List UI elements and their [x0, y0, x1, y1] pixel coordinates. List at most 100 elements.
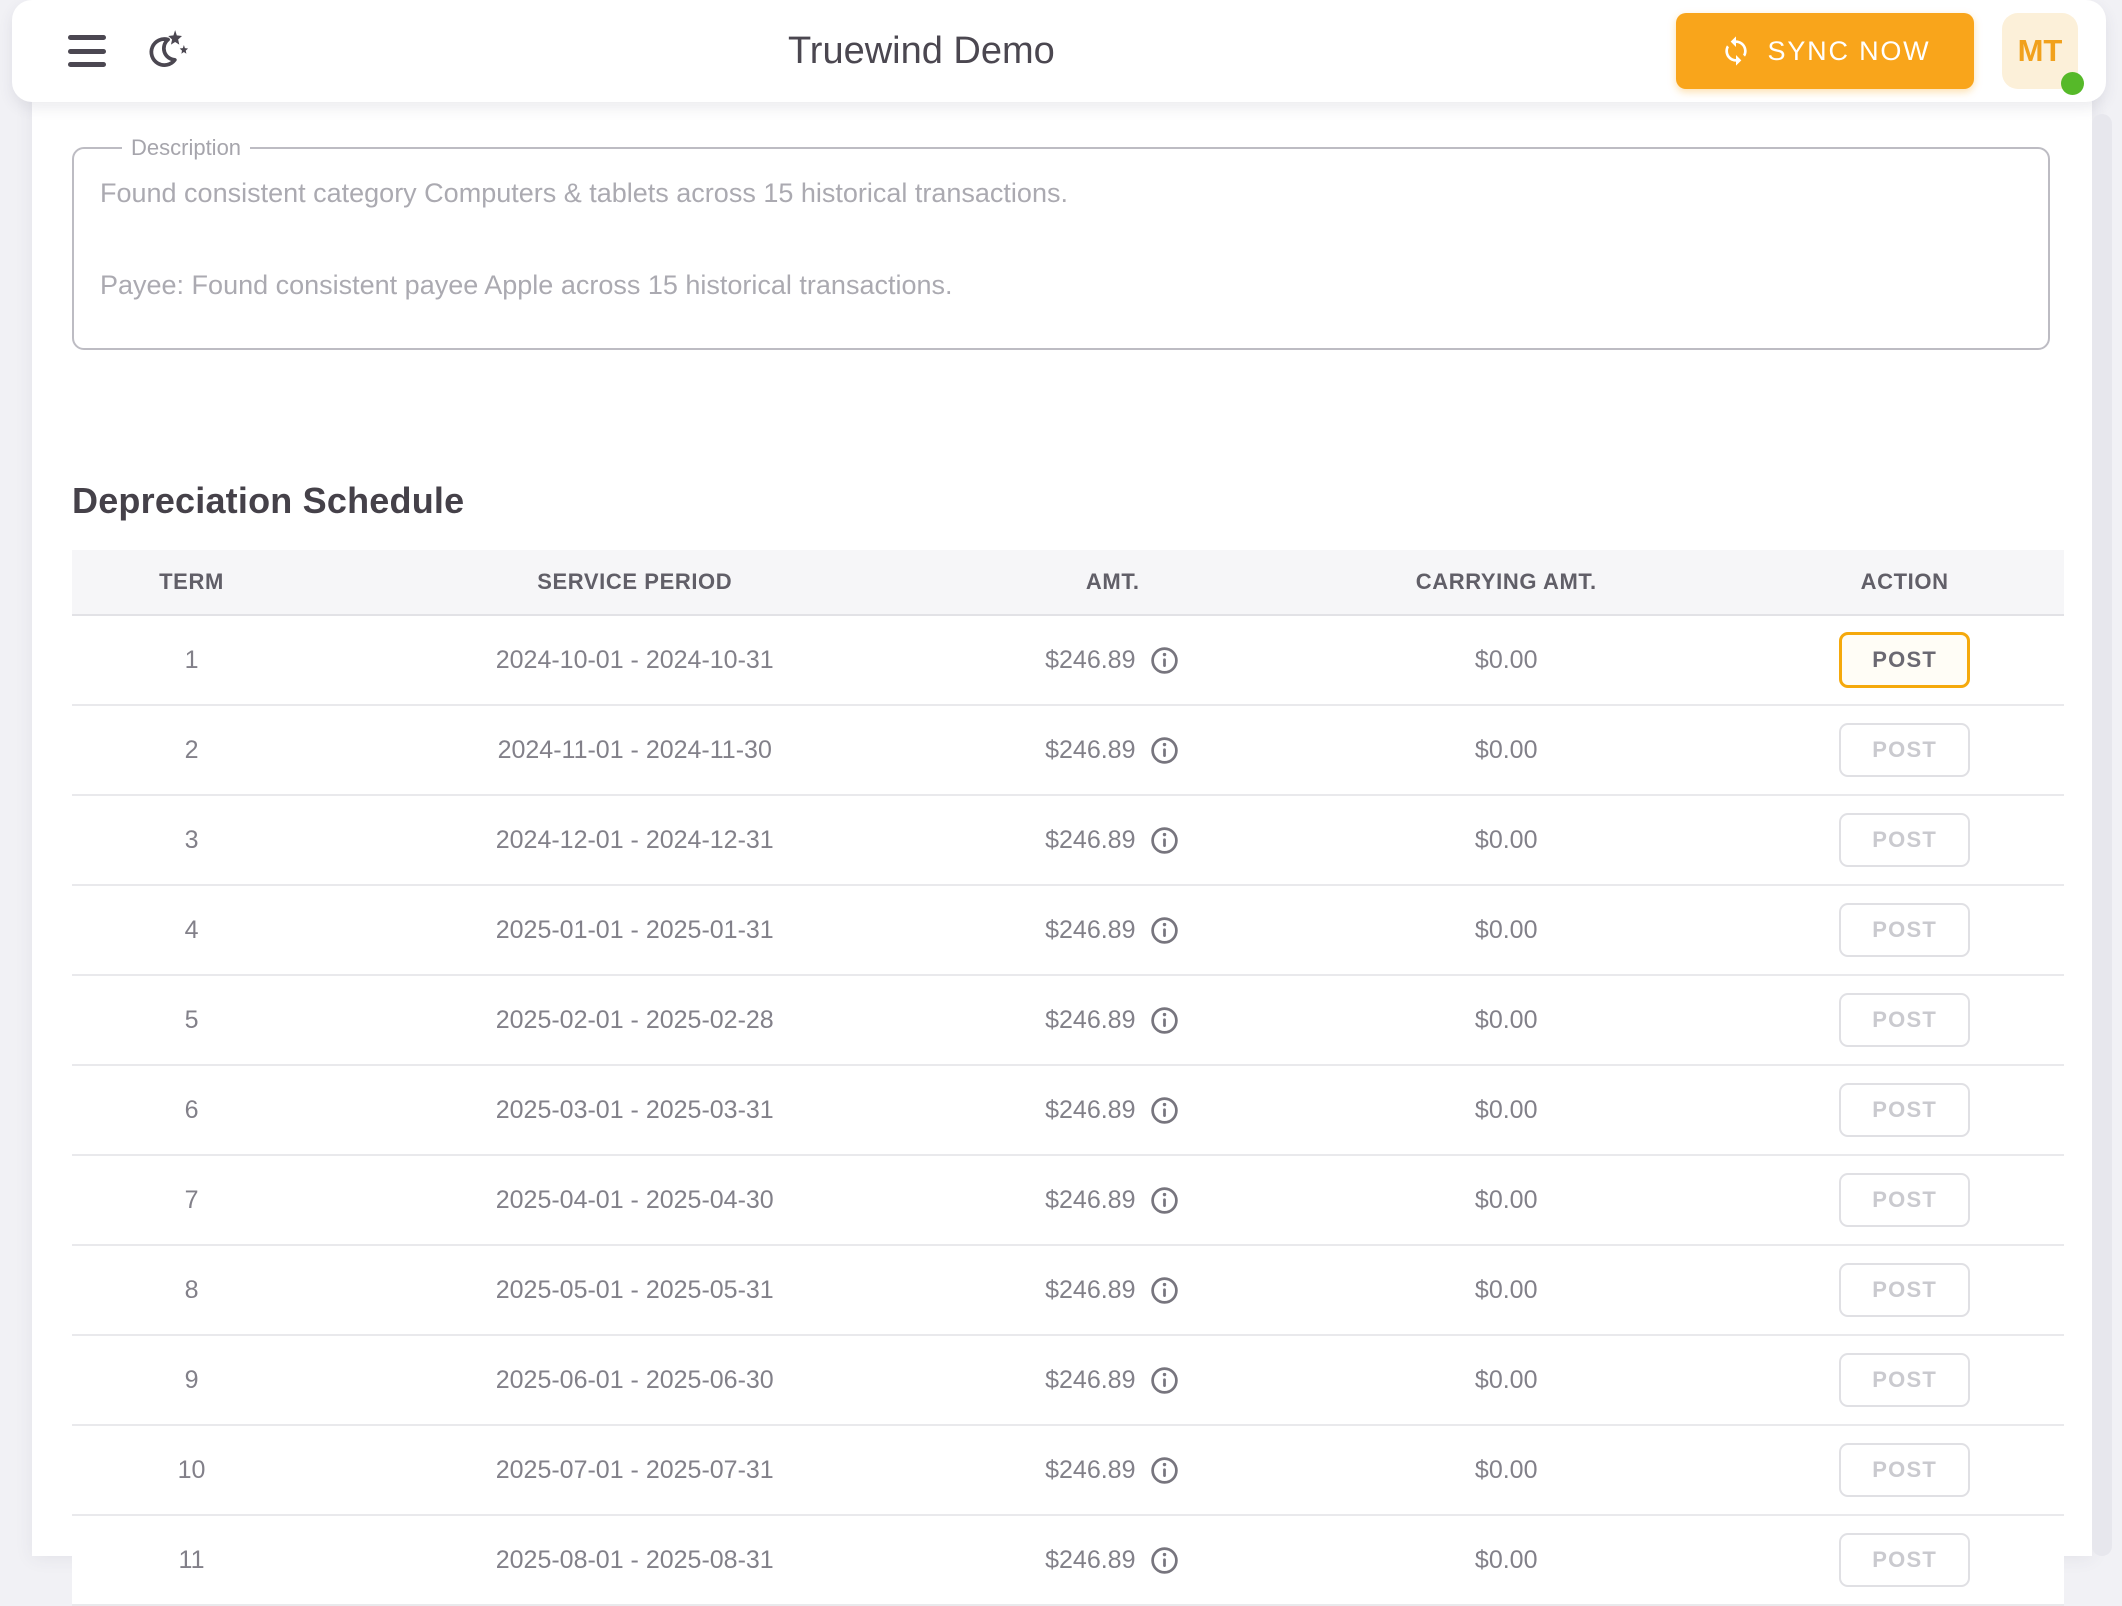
- term-cell: 4: [72, 885, 312, 976]
- amount-value: $246.89: [1045, 1275, 1136, 1304]
- post-button[interactable]: POST: [1839, 1533, 1971, 1587]
- column-header-carrying-amount: CARRYING AMT.: [1267, 550, 1746, 616]
- info-circle-icon[interactable]: [1149, 1095, 1180, 1126]
- table-row: 8 2025-05-01 - 2025-05-31 $246.89 $0.00 …: [72, 1245, 2064, 1336]
- post-button[interactable]: POST: [1839, 1443, 1971, 1497]
- table-row: 11 2025-08-01 - 2025-08-31 $246.89 $0.00…: [72, 1515, 2064, 1606]
- action-cell: POST: [1745, 615, 2064, 706]
- page-title: Truewind Demo: [788, 29, 1055, 72]
- main-content-card: Description Found consistent category Co…: [32, 84, 2092, 1606]
- description-field[interactable]: Description Found consistent category Co…: [72, 135, 2050, 350]
- carrying-amount-cell: $0.00: [1267, 1515, 1746, 1606]
- term-cell: 8: [72, 1245, 312, 1336]
- online-status-dot: [2061, 72, 2084, 95]
- hamburger-menu-icon[interactable]: [68, 35, 106, 67]
- info-circle-icon[interactable]: [1149, 1365, 1180, 1396]
- service-period-cell: 2024-11-01 - 2024-11-30: [311, 705, 959, 796]
- term-cell: 10: [72, 1425, 312, 1516]
- action-cell: POST: [1745, 1065, 2064, 1156]
- table-row: 4 2025-01-01 - 2025-01-31 $246.89 $0.00 …: [72, 885, 2064, 976]
- sync-arrows-icon: [1724, 36, 1747, 66]
- post-button[interactable]: POST: [1839, 993, 1971, 1047]
- action-cell: POST: [1745, 1515, 2064, 1606]
- table-row: 2 2024-11-01 - 2024-11-30 $246.89 $0.00 …: [72, 705, 2064, 796]
- amount-cell: $246.89: [958, 1335, 1268, 1426]
- depreciation-schedule-title: Depreciation Schedule: [72, 480, 465, 521]
- sync-now-button[interactable]: SYNC NOW: [1676, 13, 1974, 89]
- avatar[interactable]: MT: [2002, 13, 2084, 95]
- term-cell: 2: [72, 705, 312, 796]
- service-period-cell: 2025-07-01 - 2025-07-31: [311, 1425, 959, 1516]
- table-row: 9 2025-06-01 - 2025-06-30 $246.89 $0.00 …: [72, 1335, 2064, 1426]
- post-button[interactable]: POST: [1839, 903, 1971, 957]
- post-button[interactable]: POST: [1839, 1083, 1971, 1137]
- vertical-scrollbar[interactable]: [2092, 114, 2112, 1556]
- amount-value: $246.89: [1045, 825, 1136, 854]
- term-cell: 11: [72, 1515, 312, 1606]
- amount-value: $246.89: [1045, 1545, 1136, 1574]
- post-button[interactable]: POST: [1839, 632, 1971, 688]
- amount-cell: $246.89: [958, 1065, 1268, 1156]
- info-circle-icon[interactable]: [1149, 735, 1180, 766]
- carrying-amount-cell: $0.00: [1267, 975, 1746, 1066]
- info-circle-icon[interactable]: [1149, 825, 1180, 856]
- carrying-amount-cell: $0.00: [1267, 885, 1746, 976]
- info-circle-icon[interactable]: [1149, 1275, 1180, 1306]
- amount-cell: $246.89: [958, 1245, 1268, 1336]
- info-circle-icon[interactable]: [1149, 1185, 1180, 1216]
- carrying-amount-cell: $0.00: [1267, 795, 1746, 886]
- description-line-1: Found consistent category Computers & ta…: [100, 178, 1068, 208]
- amount-cell: $246.89: [958, 1425, 1268, 1516]
- term-cell: 1: [72, 615, 312, 706]
- service-period-cell: 2025-01-01 - 2025-01-31: [311, 885, 959, 976]
- amount-cell: $246.89: [958, 885, 1268, 976]
- table-row: 10 2025-07-01 - 2025-07-31 $246.89 $0.00…: [72, 1425, 2064, 1516]
- header-actions: SYNC NOW MT: [1676, 0, 2084, 102]
- column-header-term: TERM: [72, 550, 312, 616]
- term-cell: 3: [72, 795, 312, 886]
- action-cell: POST: [1745, 885, 2064, 976]
- action-cell: POST: [1745, 1425, 2064, 1516]
- term-cell: 5: [72, 975, 312, 1066]
- amount-value: $246.89: [1045, 1185, 1136, 1214]
- amount-cell: $246.89: [958, 1155, 1268, 1246]
- avatar-initials: MT: [2017, 33, 2063, 68]
- description-line-2: Payee: Found consistent payee Apple acro…: [100, 270, 953, 301]
- table-row: 1 2024-10-01 - 2024-10-31 $246.89 $0.00 …: [72, 615, 2064, 706]
- moon-stars-icon[interactable]: [142, 23, 192, 79]
- post-button[interactable]: POST: [1839, 723, 1971, 777]
- term-cell: 6: [72, 1065, 312, 1156]
- table-row: 6 2025-03-01 - 2025-03-31 $246.89 $0.00 …: [72, 1065, 2064, 1156]
- depreciation-schedule-table: TERM SERVICE PERIOD AMT. CARRYING AMT. A…: [72, 550, 2064, 1606]
- sync-now-label: SYNC NOW: [1767, 35, 1931, 66]
- post-button[interactable]: POST: [1839, 813, 1971, 867]
- post-button[interactable]: POST: [1839, 1173, 1971, 1227]
- amount-cell: $246.89: [958, 615, 1268, 706]
- info-circle-icon[interactable]: [1149, 1005, 1180, 1036]
- action-cell: POST: [1745, 705, 2064, 796]
- info-circle-icon[interactable]: [1149, 645, 1180, 676]
- info-circle-icon[interactable]: [1149, 1545, 1180, 1576]
- carrying-amount-cell: $0.00: [1267, 1245, 1746, 1336]
- service-period-cell: 2025-04-01 - 2025-04-30: [311, 1155, 959, 1246]
- amount-cell: $246.89: [958, 705, 1268, 796]
- amount-value: $246.89: [1045, 735, 1136, 764]
- info-circle-icon[interactable]: [1149, 1455, 1180, 1486]
- post-button[interactable]: POST: [1839, 1263, 1971, 1317]
- amount-value: $246.89: [1045, 1005, 1136, 1034]
- action-cell: POST: [1745, 1245, 2064, 1336]
- carrying-amount-cell: $0.00: [1267, 1155, 1746, 1246]
- carrying-amount-cell: $0.00: [1267, 615, 1746, 706]
- carrying-amount-cell: $0.00: [1267, 705, 1746, 796]
- amount-value: $246.89: [1045, 1095, 1136, 1124]
- amount-cell: $246.89: [958, 975, 1268, 1066]
- term-cell: 7: [72, 1155, 312, 1246]
- column-header-service-period: SERVICE PERIOD: [311, 550, 959, 616]
- term-cell: 9: [72, 1335, 312, 1426]
- carrying-amount-cell: $0.00: [1267, 1335, 1746, 1426]
- post-button[interactable]: POST: [1839, 1353, 1971, 1407]
- service-period-cell: 2025-05-01 - 2025-05-31: [311, 1245, 959, 1336]
- service-period-cell: 2025-06-01 - 2025-06-30: [311, 1335, 959, 1426]
- amount-value: $246.89: [1045, 915, 1136, 944]
- info-circle-icon[interactable]: [1149, 915, 1180, 946]
